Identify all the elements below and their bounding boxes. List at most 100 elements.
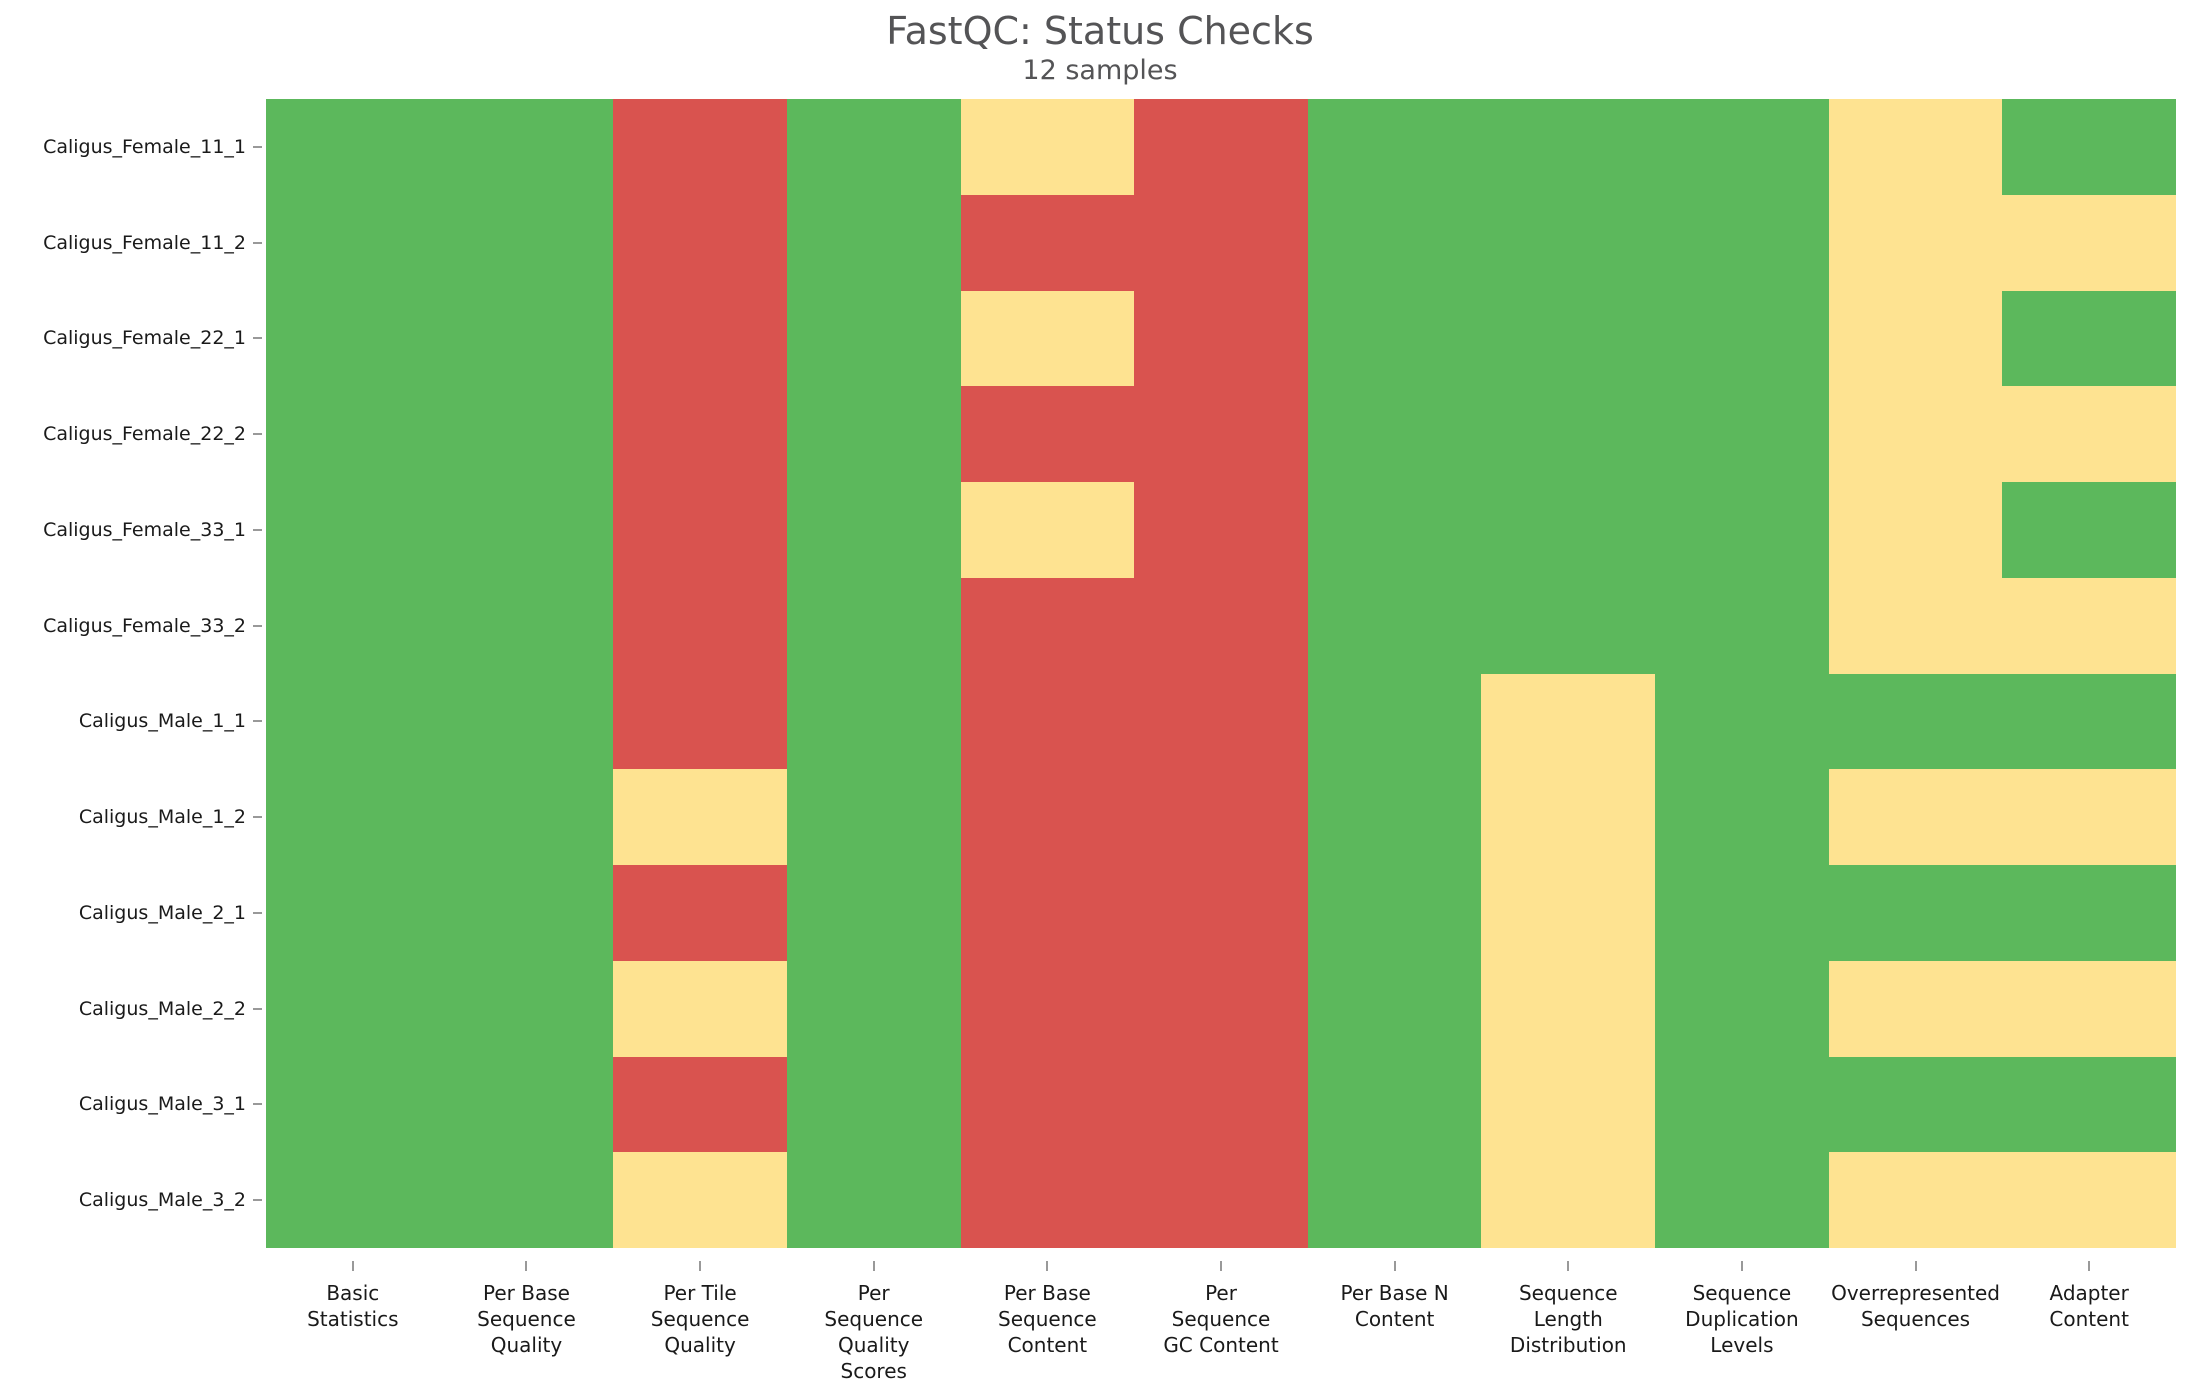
heatmap-cell: [1828, 290, 2003, 387]
heatmap-cell: [1828, 1152, 2003, 1248]
heatmap-cell: [266, 960, 440, 1057]
heatmap-cell: [1828, 577, 2003, 674]
heatmap-cell: [439, 769, 614, 865]
heatmap-cell: [1134, 769, 1308, 865]
heatmap-cell: [2002, 99, 2176, 195]
heatmap-cell: [960, 290, 1135, 387]
heatmap-cell: [1481, 99, 1656, 195]
heatmap-cell: [1134, 1152, 1308, 1248]
heatmap-cell: [1655, 865, 1829, 961]
heatmap-cell: [266, 386, 440, 482]
heatmap-cell: [613, 673, 787, 770]
heatmap-cell: [1307, 386, 1482, 482]
heatmap-cell: [786, 577, 961, 674]
y-tick-mark: [253, 1199, 262, 1202]
y-tick-mark: [253, 528, 262, 531]
heatmap-cell: [1134, 960, 1308, 1057]
heatmap-cell: [786, 960, 961, 1057]
heatmap-cell: [960, 386, 1135, 482]
heatmap-cell: [960, 99, 1135, 195]
y-tick-mark: [253, 816, 262, 819]
heatmap-cell: [613, 960, 787, 1057]
heatmap-cell: [1655, 1056, 1829, 1153]
heatmap-cell: [266, 290, 440, 387]
heatmap-cell: [1134, 194, 1308, 291]
x-tick-mark: [525, 1261, 528, 1271]
heatmap-cell: [613, 1152, 787, 1248]
x-tick-mark: [1046, 1261, 1049, 1271]
heatmap-grid: [266, 99, 2176, 1248]
heatmap-cell: [1828, 99, 2003, 195]
heatmap-cell: [1828, 960, 2003, 1057]
heatmap-cell: [1828, 386, 2003, 482]
heatmap-cell: [613, 865, 787, 961]
x-tick-mark: [2088, 1261, 2091, 1271]
heatmap-cell: [1828, 769, 2003, 865]
y-tick-mark: [253, 1103, 262, 1106]
x-tick-label: Per Tile Sequence Quality: [650, 1281, 750, 1357]
x-tick-label: Per Base Sequence Quality: [477, 1281, 576, 1357]
x-tick-label: Adapter Content: [2049, 1281, 2129, 1331]
heatmap-cell: [786, 865, 961, 961]
heatmap-cell: [1307, 1056, 1482, 1153]
heatmap-cell: [1481, 194, 1656, 291]
heatmap-cell: [1655, 194, 1829, 291]
y-tick-label: Caligus_Male_3_1: [78, 1093, 246, 1116]
x-tick-label: Basic Statistics: [307, 1281, 399, 1331]
heatmap-cell: [1134, 482, 1308, 578]
y-tick-mark: [253, 145, 262, 148]
heatmap-cell: [2002, 577, 2176, 674]
y-tick-label: Caligus_Male_1_2: [78, 806, 246, 829]
heatmap-cell: [439, 99, 614, 195]
y-tick-label: Caligus_Female_22_2: [43, 423, 246, 446]
heatmap-cell: [1134, 865, 1308, 961]
y-tick-mark: [253, 337, 262, 340]
heatmap-cell: [613, 482, 787, 578]
heatmap-cell: [1828, 1056, 2003, 1153]
page-subtitle: 12 samples: [1022, 55, 1178, 86]
heatmap-cell: [266, 99, 440, 195]
heatmap-cell: [2002, 769, 2176, 865]
x-tick-mark: [1567, 1261, 1570, 1271]
heatmap-cell: [1307, 960, 1482, 1057]
y-tick-mark: [253, 1007, 262, 1010]
heatmap-cell: [786, 194, 961, 291]
heatmap-cell: [960, 960, 1135, 1057]
heatmap-cell: [439, 1056, 614, 1153]
heatmap-cell: [439, 386, 614, 482]
y-tick-mark: [253, 624, 262, 627]
heatmap-cell: [613, 769, 787, 865]
heatmap-cell: [1481, 386, 1656, 482]
heatmap-cell: [1134, 673, 1308, 770]
heatmap-cell: [1134, 577, 1308, 674]
x-tick-label: Per Base Sequence Content: [998, 1281, 1097, 1357]
heatmap-cell: [439, 290, 614, 387]
heatmap-cell: [960, 673, 1135, 770]
x-tick-mark: [351, 1261, 354, 1271]
heatmap-cell: [1481, 865, 1656, 961]
heatmap-cell: [439, 482, 614, 578]
y-tick-label: Caligus_Female_22_1: [43, 327, 246, 350]
heatmap-cell: [613, 577, 787, 674]
heatmap-cell: [960, 1152, 1135, 1248]
heatmap-cell: [266, 577, 440, 674]
y-tick-mark: [253, 720, 262, 723]
heatmap-cell: [1655, 290, 1829, 387]
y-axis: Caligus_Female_11_1 Caligus_Female_11_2 Ca…: [0, 99, 266, 1248]
y-tick-label: Caligus_Female_11_1: [43, 135, 246, 158]
heatmap-cell: [613, 99, 787, 195]
heatmap-cell: [1655, 673, 1829, 770]
x-tick-label: Sequence Duplication Levels: [1685, 1281, 1799, 1357]
heatmap-cell: [1307, 1152, 1482, 1248]
y-tick-mark: [253, 911, 262, 914]
heatmap-cell: [2002, 865, 2176, 961]
heatmap-cell: [1828, 865, 2003, 961]
heatmap-cell: [2002, 386, 2176, 482]
x-tick-mark: [1220, 1261, 1222, 1271]
heatmap-cell: [1481, 577, 1656, 674]
heatmap-cell: [1307, 865, 1482, 961]
x-tick-mark: [699, 1261, 702, 1271]
heatmap-cell: [266, 194, 440, 291]
y-tick-label: Caligus_Male_2_1: [78, 901, 246, 924]
heatmap-cell: [1481, 1152, 1656, 1248]
